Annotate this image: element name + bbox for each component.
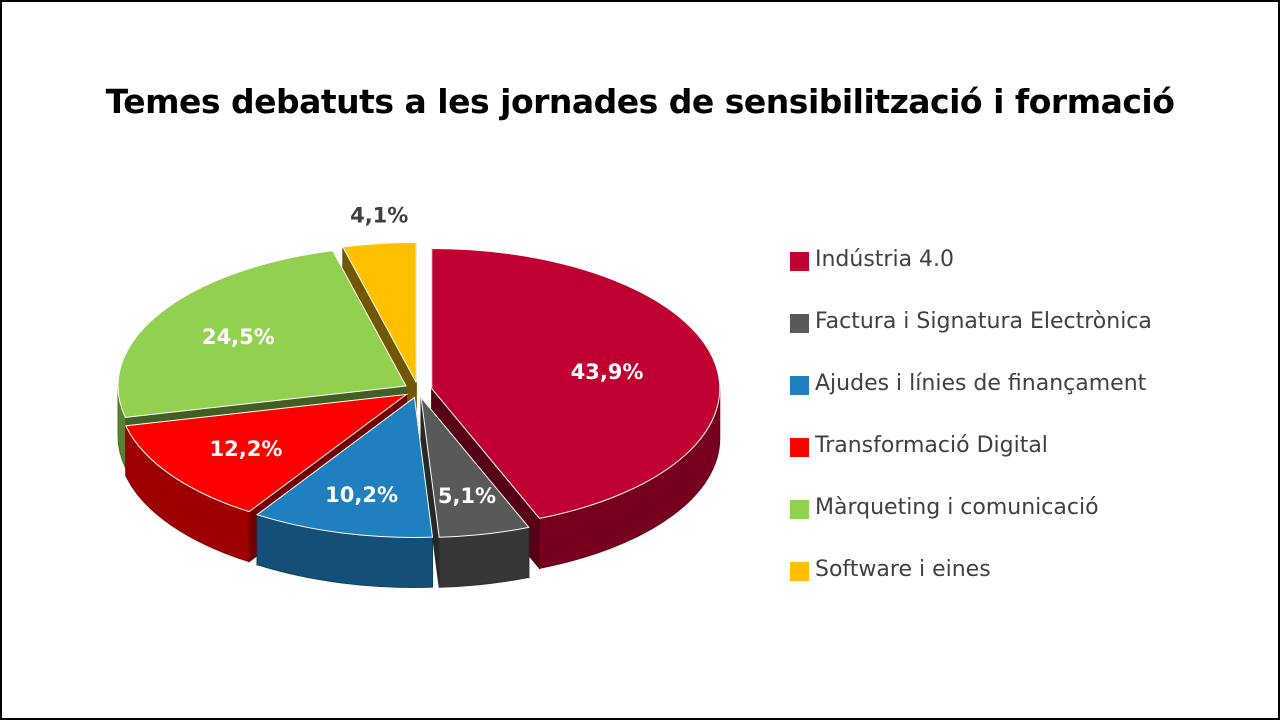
legend: Indústria 4.0 Factura i Signatura Electr…: [790, 245, 1152, 617]
slice-value-label: 5,1%: [438, 484, 496, 508]
pie-slice: [342, 241, 417, 383]
legend-swatch: [790, 562, 809, 581]
slice-value-label: 4,1%: [350, 204, 408, 228]
legend-swatch: [790, 252, 809, 271]
pie-slice: [420, 395, 530, 538]
legend-swatch: [790, 500, 809, 519]
pie-slice: [125, 393, 409, 513]
legend-item: Ajudes i línies de finançament: [790, 369, 1152, 431]
slice-value-label: 12,2%: [210, 437, 283, 461]
legend-item: Màrqueting i comunicació: [790, 493, 1152, 555]
legend-label: Indústria 4.0: [815, 247, 955, 272]
legend-item: Factura i Signatura Electrònica: [790, 307, 1152, 369]
legend-item: Indústria 4.0: [790, 245, 1152, 307]
legend-label: Transformació Digital: [815, 433, 1048, 458]
legend-item: Transformació Digital: [790, 431, 1152, 493]
legend-label: Màrqueting i comunicació: [815, 495, 1099, 520]
legend-item: Software i eines: [790, 555, 1152, 617]
slice-value-label: 43,9%: [571, 360, 644, 384]
pie-label-layer: 43,9% 5,1% 10,2% 12,2% 24,5% 4,1%: [202, 204, 643, 508]
legend-label: Factura i Signatura Electrònica: [815, 309, 1152, 334]
legend-swatch: [790, 314, 809, 333]
legend-label: Software i eines: [815, 557, 991, 582]
legend-label: Ajudes i línies de finançament: [815, 371, 1147, 396]
pie-slice: [117, 250, 407, 418]
slice-value-label: 24,5%: [202, 325, 275, 349]
pie-top-layer: [117, 241, 721, 538]
legend-swatch: [790, 438, 809, 457]
legend-swatch: [790, 376, 809, 395]
slice-value-label: 10,2%: [325, 483, 398, 507]
chart-title: Temes debatuts a les jornades de sensibi…: [105, 82, 1175, 121]
pie-slice: [431, 248, 721, 519]
pie-slice: [255, 396, 434, 538]
